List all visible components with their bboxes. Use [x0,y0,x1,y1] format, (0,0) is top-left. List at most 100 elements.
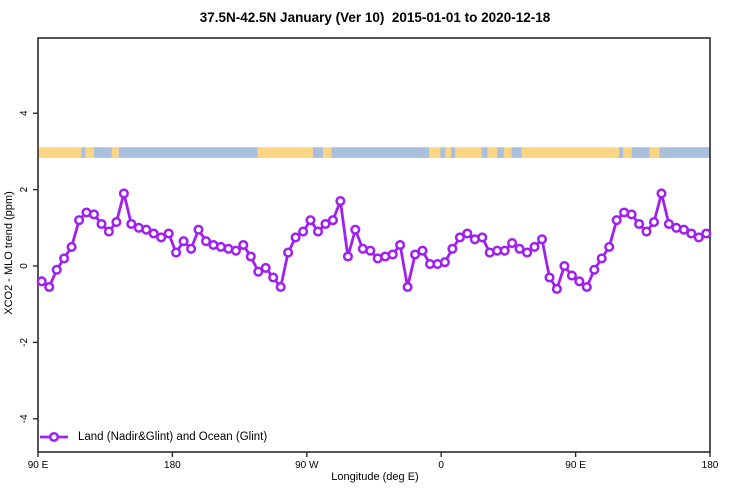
data-point [59,253,70,264]
plot-frame [37,37,711,453]
data-point [536,234,548,245]
x-tick-label: 90 E [28,460,49,471]
legend-label: Land (Nadir&Glint) and Ocean (Glint) [78,430,268,443]
data-point [283,247,294,258]
map-band-segment-land [38,147,82,158]
data-point [171,247,182,258]
map-band-segment-ocean [312,147,324,158]
data-point [193,224,204,235]
data-point [589,264,600,275]
x-tick-label: 90 W [295,460,319,471]
y-tick-label: 2 [19,186,30,192]
data-point [178,236,189,247]
data-point [350,224,361,235]
map-band-segment-ocean [440,147,446,158]
data-point [566,270,577,281]
data-point [417,245,428,256]
data-point [238,239,249,251]
data-point [581,281,592,293]
data-point [410,249,421,260]
y-tick-label: 4 [19,110,30,116]
map-band-segment-ocean [481,147,488,158]
map-band-segment-land [429,147,441,158]
data-point [387,249,398,260]
y-axis-label: XCO2 - MLO trend (ppm) [3,191,15,315]
data-point [268,272,279,283]
data-point [596,253,607,264]
data-point [253,266,264,277]
data-point [74,215,85,226]
data-point [156,232,167,243]
legend-marker-icon [40,431,68,442]
data-point [44,281,55,293]
data-point [529,241,540,252]
map-band-segment-ocean [618,147,624,158]
map-band-segment-land [455,147,482,158]
map-band-segment-ocean [94,147,112,158]
data-point [141,224,152,235]
data-point [454,232,465,243]
data-point [678,224,689,235]
data-point [574,276,585,287]
x-tick-label: 90 E [565,460,586,471]
data-point [312,226,324,237]
data-point [514,243,525,254]
data-point [298,226,309,237]
data-point [320,218,331,230]
data-point [477,232,488,243]
data-point [51,264,62,275]
data-point [88,209,100,220]
data-line [40,191,708,291]
data-point [163,228,174,239]
map-band-segment-land [445,147,451,158]
map-band-segment-ocean [450,147,456,158]
map-band-segment-land [649,147,660,158]
data-point [260,262,271,273]
chart-title: 37.5N-42.5N January (Ver 10) 2015-01-01 … [199,10,551,25]
data-point [522,247,533,258]
data-point [96,218,107,230]
map-band-segment-ocean [497,147,504,158]
data-point [648,217,660,228]
data-point [126,218,137,230]
map-band-segment-land [487,147,498,158]
x-tick-label: 180 [164,460,181,471]
x-tick-label: 180 [702,460,719,471]
map-band-segment-land [111,147,119,158]
map-band-segment-ocean [81,147,86,158]
data-point [118,188,129,199]
map-band-segment-land [85,147,94,158]
map-band-segment-ocean [631,147,650,158]
map-band-segment-land [521,147,619,158]
map-band-segment-ocean [331,147,430,158]
map-band-segment-land [257,147,313,158]
data-point [634,218,645,230]
data-point [693,232,704,243]
map-band-segment-land [623,147,632,158]
data-point [290,232,301,243]
data-point [686,228,697,239]
data-point [551,283,562,294]
data-point [439,257,450,268]
data-point [559,260,570,272]
data-point [447,243,458,254]
data-point [111,217,122,228]
data-point [365,245,376,256]
data-point [230,245,241,256]
y-tick-label: -2 [19,338,30,347]
data-point [402,281,413,293]
data-point [656,188,667,199]
data-point [544,272,555,283]
data-point [186,243,197,254]
map-band-segment-land [323,147,332,158]
data-point [305,215,316,226]
data-point [200,236,212,247]
data-point [626,209,637,220]
data-point [245,251,256,262]
y-tick-label: 0 [19,263,30,269]
data-point [66,241,77,252]
data-point [604,241,615,252]
data-point [507,238,518,249]
